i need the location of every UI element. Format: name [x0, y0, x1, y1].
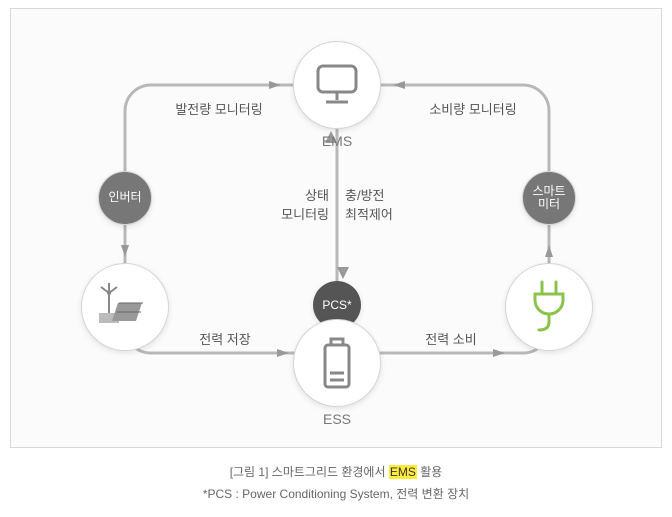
smartmeter-label: 스마트 미터	[532, 185, 565, 211]
pcs-label: PCS*	[322, 298, 351, 312]
node-generation	[81, 263, 169, 351]
node-ems	[293, 41, 381, 129]
label-consume: 전력 소비	[411, 329, 491, 348]
label-charge-ctrl: 충/방전 최적제어	[345, 185, 415, 223]
node-smartmeter: 스마트 미터	[522, 171, 576, 225]
plug-icon	[526, 278, 572, 336]
monitor-icon	[312, 62, 362, 108]
inverter-label: 인버터	[108, 191, 141, 204]
ess-label: ESS	[287, 411, 387, 427]
label-gen-monitor: 발전량 모니터링	[159, 99, 279, 118]
label-state-monitor: 상태 모니터링	[259, 185, 329, 223]
node-ess	[293, 319, 381, 407]
node-inverter: 인버터	[98, 171, 152, 225]
caption-line2: *PCS : Power Conditioning System, 전력 변환 …	[0, 484, 672, 506]
generation-icon	[93, 281, 157, 333]
ems-label: EMS	[287, 133, 387, 149]
node-consumption	[505, 263, 593, 351]
battery-icon	[317, 335, 357, 391]
caption-line1-suffix: 활용	[417, 465, 442, 479]
label-store: 전력 저장	[185, 329, 265, 348]
caption-highlight: EMS	[389, 465, 417, 479]
caption-line1: [그림 1] 스마트그리드 환경에서 EMS 활용	[0, 462, 672, 484]
label-cons-monitor: 소비량 모니터링	[413, 99, 533, 118]
diagram-frame: EMS 인버터 스마트 미터 PCS*	[10, 8, 662, 448]
caption-line1-prefix: [그림 1] 스마트그리드 환경에서	[230, 465, 389, 479]
caption: [그림 1] 스마트그리드 환경에서 EMS 활용 *PCS : Power C…	[0, 462, 672, 505]
